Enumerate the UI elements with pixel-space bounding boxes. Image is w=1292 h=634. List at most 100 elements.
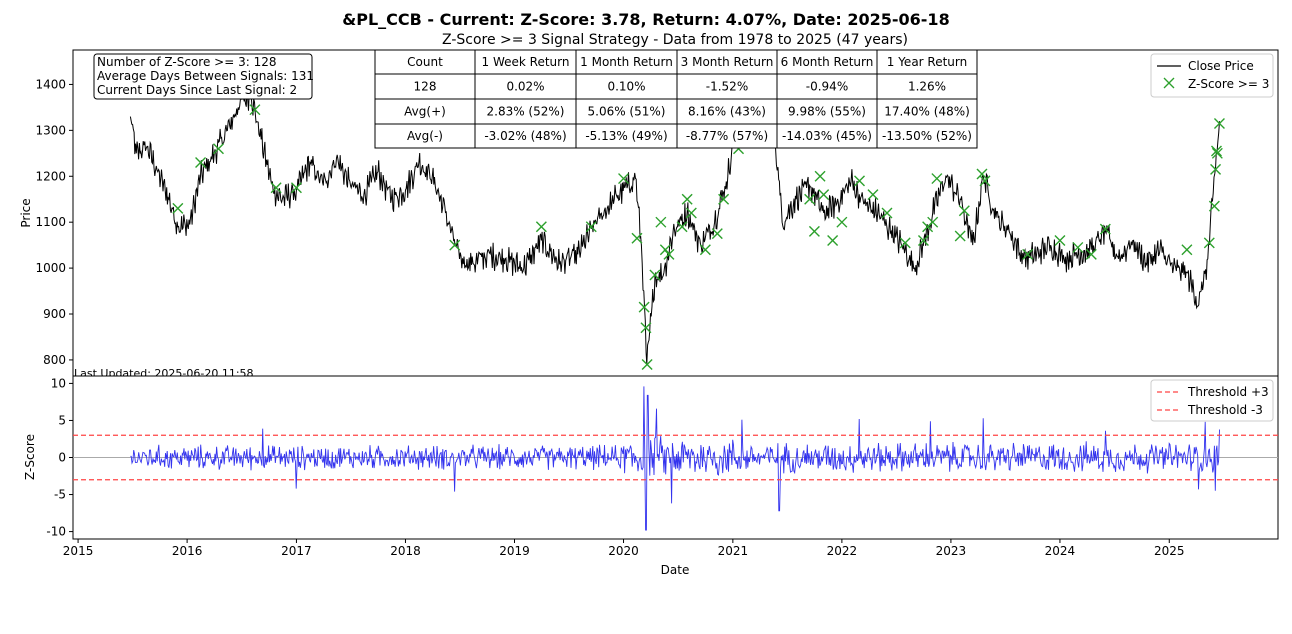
info-box-frame — [93, 53, 313, 100]
zscore-y-axis-label: Z-Score — [23, 434, 37, 480]
zscore-legend: Threshold +3 Threshold -3 — [1150, 379, 1274, 422]
zscore-y-tick-label: 5 — [58, 413, 66, 427]
table-cell: 9.98% (55%) — [788, 105, 866, 119]
x-tick-label: 2019 — [499, 544, 530, 558]
table-cell: 0.02% — [506, 80, 544, 94]
signal-marker — [172, 202, 184, 214]
zscore-series — [73, 386, 1278, 531]
legend-threshold-plus: Threshold +3 — [1187, 385, 1269, 399]
signal-marker — [1203, 237, 1215, 249]
threshold-lines — [73, 434, 1278, 481]
table-cell: -1.52% — [706, 80, 748, 94]
signal-marker — [854, 175, 866, 187]
signal-marker — [1085, 248, 1097, 260]
signal-marker — [954, 230, 966, 242]
table-header-cell: 1 Week Return — [482, 55, 570, 69]
zscore-y-tick-label: -10 — [46, 525, 66, 539]
signal-marker — [659, 244, 671, 256]
table-header-cell: 3 Month Return — [681, 55, 774, 69]
price-legend: Close Price Z-Score >= 3 — [1150, 53, 1274, 98]
signal-marker — [958, 205, 970, 217]
table-cell: 8.16% (43%) — [688, 105, 766, 119]
table-cell: -5.13% (49%) — [585, 129, 667, 143]
table-cell: -3.02% (48%) — [484, 129, 566, 143]
table-cell: 2.83% (52%) — [487, 105, 565, 119]
signal-marker — [449, 239, 461, 251]
signal-marker — [1181, 244, 1193, 256]
signal-marker — [1099, 223, 1111, 235]
figure-subtitle: Z-Score >= 3 Signal Strategy - Data from… — [442, 32, 908, 48]
signal-marker — [685, 207, 697, 219]
price-y-axis-label: Price — [19, 198, 33, 227]
price-y-tick-label: 1000 — [35, 261, 66, 275]
figure-title: &PL_CCB - Current: Z-Score: 3.78, Return… — [342, 10, 949, 29]
zscore-y-tick-label: 10 — [51, 376, 66, 390]
signal-marker — [818, 189, 830, 201]
zscore-legend-frame — [1150, 379, 1274, 422]
price-y-tick-label: 1200 — [35, 169, 66, 183]
signal-marker — [699, 244, 711, 256]
x-tick-label: 2015 — [63, 544, 94, 558]
x-tick-label: 2016 — [172, 544, 203, 558]
signal-marker — [827, 235, 839, 247]
price-series — [129, 75, 1220, 365]
signal-marker — [899, 237, 911, 249]
signal-marker — [1208, 200, 1220, 212]
signal-marker — [638, 301, 650, 313]
stats-table: Count 1 Week Return 1 Month Return 3 Month … — [374, 49, 978, 149]
table-cell: -0.94% — [806, 80, 848, 94]
legend-cross-swatch — [1163, 77, 1175, 89]
table-cell: -13.50% (52%) — [882, 129, 972, 143]
price-panel: 800 900 1000 1100 1200 1300 1400 Price Number … — [19, 49, 1279, 380]
signal-marker — [1211, 147, 1223, 159]
signal-marker — [711, 228, 723, 240]
table-cell: 128 — [414, 80, 437, 94]
signal-marker — [535, 221, 547, 233]
x-tick-label: 2025 — [1154, 544, 1185, 558]
signal-markers — [172, 83, 1225, 371]
zscore-y-tick-label: 0 — [58, 451, 66, 465]
table-cell: Avg(-) — [407, 129, 443, 143]
signal-marker — [814, 170, 826, 182]
x-axis-label: Date — [661, 563, 690, 577]
table-header-cell: 6 Month Return — [781, 55, 874, 69]
signal-marker — [649, 269, 661, 281]
table-cell: 17.40% (48%) — [884, 105, 970, 119]
table-cell: 1.26% — [908, 80, 946, 94]
signal-marker — [681, 193, 693, 205]
x-tick-label: 2017 — [281, 544, 312, 558]
signal-marker — [867, 189, 879, 201]
info-line: Average Days Between Signals: 131 — [97, 69, 314, 83]
signal-marker — [718, 193, 730, 205]
table-cell: Avg(+) — [404, 105, 446, 119]
signal-marker — [618, 173, 630, 185]
legend-close-price: Close Price — [1188, 59, 1254, 73]
x-tick-label: 2023 — [936, 544, 967, 558]
x-tick-label: 2024 — [1045, 544, 1076, 558]
zscore-y-tick-label: -5 — [54, 488, 66, 502]
table-header-cell: Count — [407, 55, 443, 69]
price-legend-frame — [1150, 53, 1274, 98]
signal-marker — [931, 173, 943, 185]
table-cell: -8.77% (57%) — [686, 129, 768, 143]
signal-marker — [917, 235, 929, 247]
price-y-tick-label: 1400 — [35, 77, 66, 91]
price-y-tick-label: 900 — [43, 307, 66, 321]
info-line: Current Days Since Last Signal: 2 — [97, 83, 297, 97]
signal-marker — [1210, 145, 1222, 157]
table-cell: -14.03% (45%) — [782, 129, 872, 143]
signal-marker — [212, 143, 224, 155]
close-price-line — [129, 75, 1220, 365]
signal-marker — [585, 221, 597, 233]
table-cell: 5.06% (51%) — [588, 105, 666, 119]
signal-marker — [640, 322, 652, 334]
signal-marker — [663, 248, 675, 260]
signal-marker — [641, 359, 653, 371]
price-y-tick-label: 1300 — [35, 123, 66, 137]
signal-marker — [195, 156, 207, 168]
signal-marker — [676, 221, 688, 233]
signal-marker — [1054, 235, 1066, 247]
date-x-axis: 2015 2016 2017 2018 2019 2020 2021 2022 2023 2024… — [63, 539, 1185, 558]
